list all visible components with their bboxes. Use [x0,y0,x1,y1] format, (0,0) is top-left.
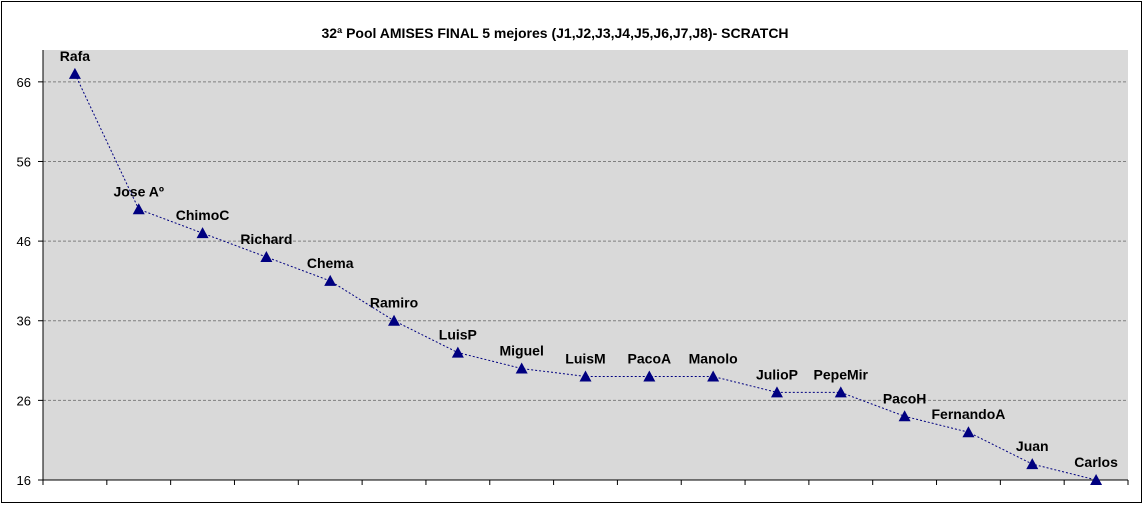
data-point-label: Ramiro [370,295,418,311]
data-point-label: LuisM [565,350,605,366]
data-point-marker [962,426,975,438]
data-point-label: LuisP [439,327,477,343]
data-point-label: FernandoA [931,406,1005,422]
data-point-marker [707,370,720,382]
data-point-label: ChimoC [176,207,230,223]
y-tick-label: 26 [17,393,31,408]
data-point-label: Manolo [689,350,738,366]
data-point-label: Carlos [1074,454,1118,470]
data-point-label: Miguel [500,343,544,359]
data-point-marker [579,370,592,382]
data-point-marker [324,274,337,286]
data-point-marker [834,386,847,398]
data-point-marker [68,67,81,79]
data-point-label: Chema [307,255,354,271]
data-point-marker [515,362,528,374]
data-point-marker [196,227,209,239]
data-point-marker [388,314,401,326]
axes [42,50,1128,481]
y-tick-label: 16 [17,473,31,488]
x-axis-ticks [42,480,1129,485]
data-point-marker [132,203,145,215]
data-point-label: PacoH [883,390,927,406]
plot-area [43,50,1128,480]
data-point-label: PepeMir [814,366,869,382]
data-point-marker [770,386,783,398]
series-group [68,67,1103,485]
data-point-marker [260,251,273,263]
data-point-label: PacoA [628,350,672,366]
y-axis-ticks: 16 26 36 46 56 66 [17,75,43,488]
y-tick-label: 66 [17,75,31,90]
data-point-label: JulioP [756,366,798,382]
data-point-marker [643,370,656,382]
data-point-label: Richard [240,231,292,247]
data-point-marker [898,410,911,422]
data-point-label: Jose Aº [113,183,164,199]
y-tick-label: 36 [17,314,31,329]
data-point-marker [451,346,464,358]
y-tick-label: 56 [17,154,31,169]
point-labels: Rafa Jose Aº ChimoC Richard Chema Ramiro LuisP… [60,48,1118,470]
data-point-marker [1026,458,1039,470]
y-tick-label: 46 [17,234,31,249]
chart-title: 32ª Pool AMISES FINAL 5 mejores (J1,J2,J… [321,25,788,41]
data-point-label: Juan [1016,438,1049,454]
data-point-marker [1090,474,1103,485]
data-point-label: Rafa [60,48,91,64]
